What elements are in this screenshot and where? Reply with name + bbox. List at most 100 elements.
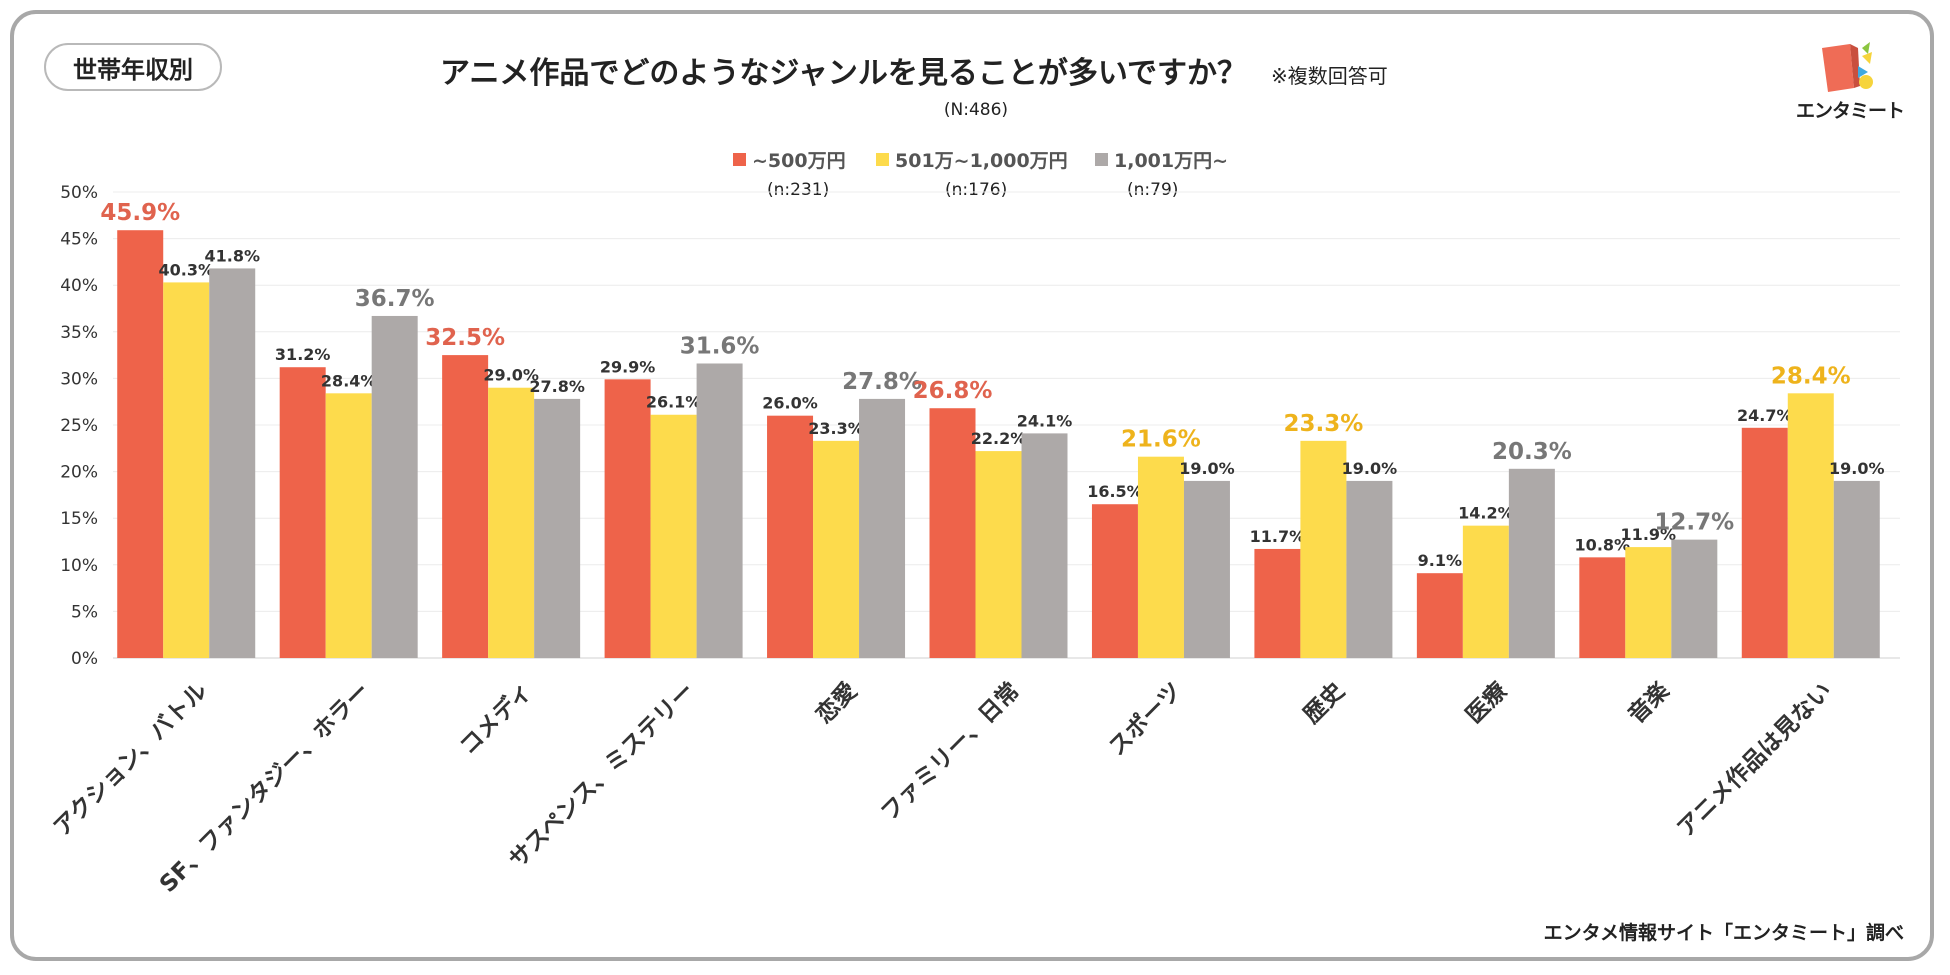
legend-item-mid: 501万~1,000万円 [876,146,1068,173]
bar [1416,573,1463,658]
legend-item-high: 1,001万円~ [1095,146,1228,173]
data-label: 19.0% [1179,459,1235,478]
bar [929,408,976,658]
x-tick-label: アクション、バトル [49,678,212,841]
legend-item-low: ~500万円 [733,146,846,173]
bar [1183,480,1230,658]
data-label: 27.8% [529,377,585,396]
data-label: 23.3% [808,419,864,438]
y-tick-label: 10% [60,556,98,576]
bar [1833,480,1880,658]
data-label: 24.7% [1737,406,1793,425]
bar [767,415,814,658]
bar [1579,557,1626,658]
bar [488,387,535,658]
data-label: 26.8% [913,378,993,404]
data-label: 19.0% [1829,459,1885,478]
data-label: 10.8% [1575,535,1631,554]
data-label: 21.6% [1121,427,1201,453]
data-label: 27.8% [842,369,922,395]
data-label: 9.1% [1418,551,1462,570]
data-label: 29.9% [600,357,656,376]
legend-label-mid: 501万~1,000万円 [895,150,1068,172]
bar [534,398,581,658]
y-tick-label: 0% [71,649,98,669]
x-tick-label: 歴史 [1299,677,1351,729]
bar [604,379,651,658]
x-tick-label: コメディ [454,677,537,760]
bar [1671,539,1718,658]
x-tick-label: アニメ作品は見ない [1673,678,1837,842]
bar [650,414,697,658]
y-tick-label: 30% [60,369,98,389]
data-label: 19.0% [1342,459,1398,478]
x-tick-label: 恋愛 [811,677,863,729]
bar [1625,547,1672,658]
data-label: 11.9% [1621,525,1677,544]
source-note: エンタメ情報サイト「エンタミート」調べ [1543,922,1904,944]
data-label: 32.5% [425,325,505,351]
bar [1091,504,1138,658]
bar [442,355,489,658]
data-label: 31.2% [275,345,331,364]
bar [325,393,372,658]
legend: ~500万円 501万~1,000万円 1,001万円~ (n:231) (n:… [0,146,1950,206]
data-label: 24.1% [1017,411,1073,430]
bar [696,363,743,658]
y-tick-label: 50% [60,183,98,203]
x-tick-label: 音楽 [1623,677,1675,729]
bar [1346,480,1393,658]
data-label: 28.4% [321,371,377,390]
data-label: 14.2% [1458,504,1514,523]
data-label: 23.3% [1284,411,1364,437]
bar [163,282,210,658]
logo-wordmark: エンタミート [1795,100,1905,122]
y-tick-label: 25% [60,416,98,436]
multiple-answer-note: ※複数回答可 [1271,64,1388,88]
bar [1508,468,1555,658]
bar [209,268,256,658]
bar [813,440,860,658]
legend-n-mid: (n:176) [945,180,1008,200]
y-tick-label: 35% [60,323,98,343]
logo-dot-yellow [1859,75,1873,89]
logo-arrow-shape [1858,66,1868,78]
legend-swatch-mid [876,153,889,166]
total-sample-size: (N:486) [943,100,1009,120]
legend-label-high: 1,001万円~ [1114,150,1229,172]
y-tick-label: 45% [60,230,98,250]
bar [859,398,906,658]
bar [975,451,1022,658]
legend-swatch-high [1095,153,1108,166]
data-label: 36.7% [355,286,435,312]
legend-n-low: (n:231) [767,180,830,200]
data-label: 11.7% [1250,527,1306,546]
title-text: アニメ作品でどのようなジャンルを見ることが多いですか？ [440,56,1247,91]
bar [1462,525,1509,658]
x-tick-label: スポーツ [1103,677,1187,761]
data-label: 22.2% [971,429,1027,448]
legend-label-low: ~500万円 [752,150,846,172]
legend-n-high: (n:79) [1127,180,1179,200]
logo-book-shape [1822,44,1854,92]
bar [117,230,164,658]
logo-star-shape [1862,52,1872,64]
x-tick-label: 医療 [1460,676,1512,728]
bar [279,367,326,658]
data-label: 20.3% [1492,439,1572,465]
x-tick-label: ファミリー、日常 [876,678,1024,826]
bar [1254,548,1301,658]
bar [1787,393,1834,658]
data-label: 16.5% [1087,482,1143,501]
chart-title: アニメ作品でどのようなジャンルを見ることが多いですか？ ※複数回答可 [440,48,1388,92]
data-label: 31.6% [680,333,760,359]
data-label: 26.0% [762,394,818,413]
bar [1300,440,1347,658]
y-tick-label: 40% [60,276,98,296]
bar [1021,433,1068,658]
data-label: 26.1% [646,393,702,412]
bar [371,315,418,658]
data-label: 28.4% [1771,363,1851,389]
data-label: 29.0% [483,366,539,385]
